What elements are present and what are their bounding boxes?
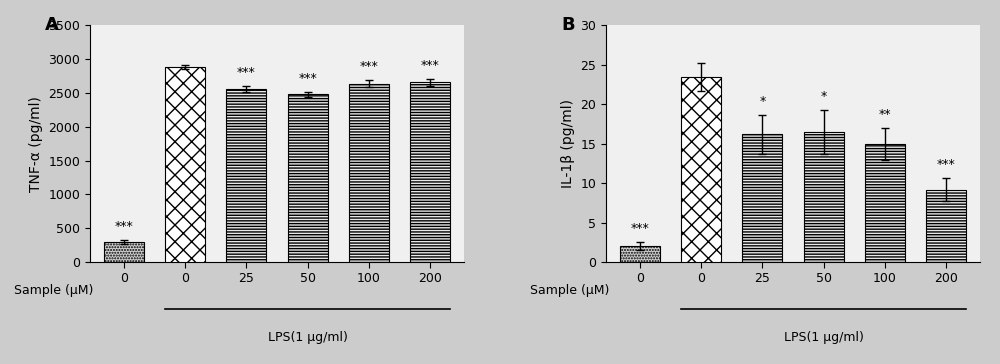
Text: Sample (μM): Sample (μM) xyxy=(14,284,93,297)
Text: ***: *** xyxy=(421,59,440,72)
Bar xyxy=(288,94,328,262)
Text: **: ** xyxy=(879,108,891,121)
Text: ***: *** xyxy=(937,158,956,171)
Y-axis label: IL-1β (pg/ml): IL-1β (pg/ml) xyxy=(561,99,575,188)
Text: LPS(1 μg/ml): LPS(1 μg/ml) xyxy=(268,331,348,344)
Bar xyxy=(865,144,905,262)
Bar xyxy=(226,89,266,262)
Text: ***: *** xyxy=(630,222,649,235)
Text: *: * xyxy=(759,95,765,107)
Bar xyxy=(165,67,205,262)
Bar xyxy=(104,242,144,262)
Text: A: A xyxy=(45,16,59,34)
Text: ***: *** xyxy=(298,72,317,84)
Text: ***: *** xyxy=(237,66,256,79)
Text: ***: *** xyxy=(360,60,378,73)
Bar xyxy=(742,134,782,262)
Bar xyxy=(681,77,721,262)
Text: ***: *** xyxy=(114,219,133,233)
Bar xyxy=(804,132,844,262)
Text: B: B xyxy=(561,16,575,34)
Bar xyxy=(620,246,660,262)
Y-axis label: TNF-α (pg/ml): TNF-α (pg/ml) xyxy=(29,96,43,192)
Bar xyxy=(410,82,450,262)
Text: *: * xyxy=(821,90,827,103)
Text: Sample (μM): Sample (μM) xyxy=(530,284,609,297)
Bar xyxy=(926,190,966,262)
Bar xyxy=(349,84,389,262)
Text: LPS(1 μg/ml): LPS(1 μg/ml) xyxy=(784,331,864,344)
